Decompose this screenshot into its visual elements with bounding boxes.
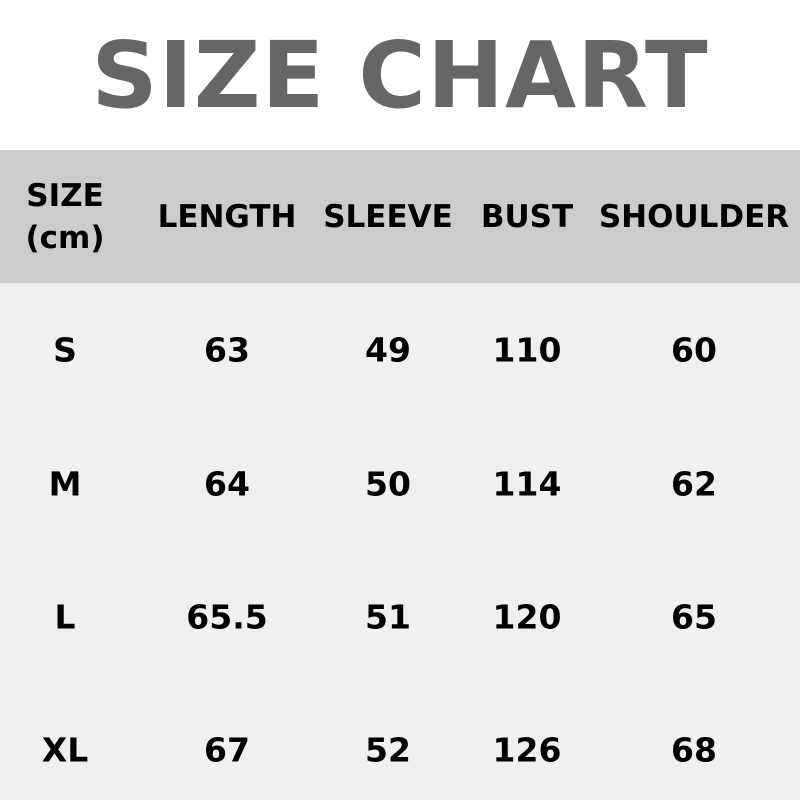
table-cell: 51 [365,597,411,637]
column-header: SLEEVE [323,196,453,238]
column-header-label: SLEEVE [323,199,453,235]
table-cell: 110 [492,330,562,370]
table-cell: 114 [492,464,562,504]
table-cell: 52 [365,730,411,770]
table-cell: 67 [204,730,250,770]
size-label: XL [41,730,89,770]
page-title: SIZE CHART [91,21,709,129]
table-cell: 65 [671,597,717,637]
table-header [0,150,800,283]
column-header: SIZE (cm) [25,175,104,259]
table-cell: 63 [204,330,250,370]
table-body [0,283,800,800]
table-cell: 65.5 [186,597,268,637]
unit-label: (cm) [25,220,105,256]
column-header: BUST [481,196,573,238]
size-label: M [48,464,82,504]
column-header-label: SHOULDER [598,199,790,235]
table-cell: 64 [204,464,250,504]
table-cell: 62 [671,464,717,504]
column-header-label: SIZE [26,178,104,214]
table-cell: 49 [365,330,411,370]
size-label: S [53,330,77,370]
column-header-label: BUST [480,199,574,235]
table-cell: 120 [492,597,562,637]
column-header: LENGTH [158,196,297,238]
table-cell: 60 [671,330,717,370]
column-header: SHOULDER [599,196,789,238]
table-cell: 126 [492,730,562,770]
size-label: L [54,597,76,637]
table-cell: 50 [365,464,411,504]
column-header-label: LENGTH [157,199,297,235]
table-cell: 68 [671,730,717,770]
